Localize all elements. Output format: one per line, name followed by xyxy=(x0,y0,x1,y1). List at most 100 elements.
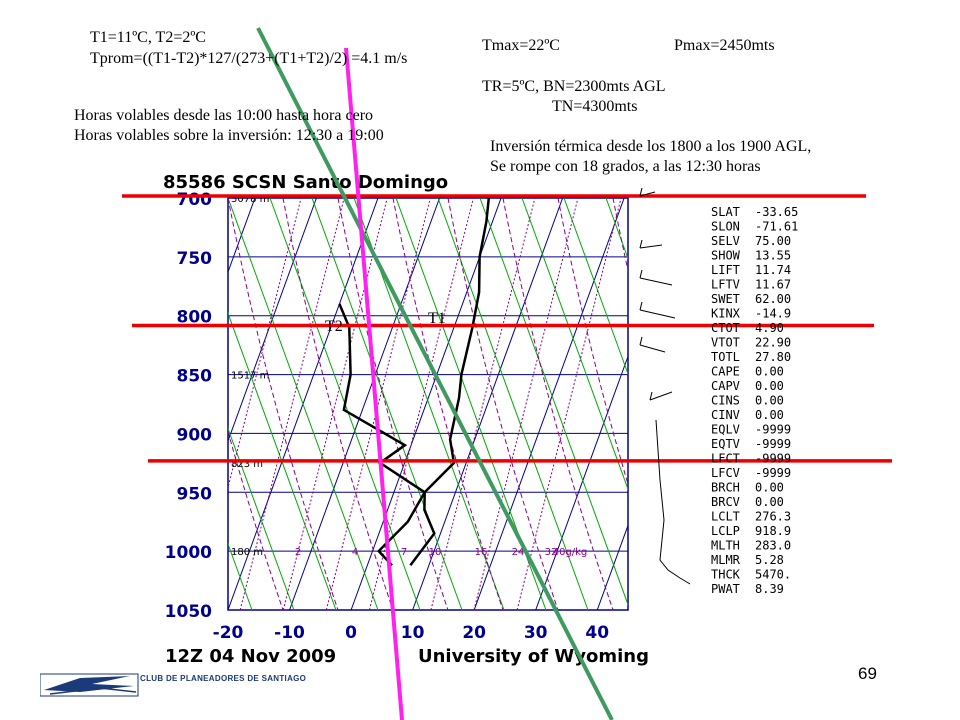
x-tick-label: 10 xyxy=(401,623,425,643)
wind-barb-icon xyxy=(639,336,643,346)
index-name: LFTV xyxy=(711,278,740,292)
moist-adiabat xyxy=(392,198,504,610)
index-name: VTOT xyxy=(711,336,740,350)
index-name: EQLV xyxy=(711,423,740,437)
moist-adiabat xyxy=(778,198,888,610)
x-tick-label: -20 xyxy=(213,623,244,643)
isotherm-gridline xyxy=(596,524,628,610)
mixing-ratio-line xyxy=(473,198,579,610)
index-value: -14.9 xyxy=(755,307,791,321)
index-value: 11.67 xyxy=(755,278,791,292)
green-t1-line xyxy=(256,27,614,720)
y-tick-label: 1000 xyxy=(165,543,212,563)
index-value: 13.55 xyxy=(755,249,791,263)
moist-adiabat xyxy=(447,198,559,610)
index-name: BRCH xyxy=(711,481,740,495)
wind-barb-icon xyxy=(639,269,643,279)
index-value: 283.0 xyxy=(755,539,791,553)
mixing-ratio-label: 4 xyxy=(352,547,358,558)
t1-t2-note: T1=11ºC, T2=2ºC xyxy=(90,29,206,46)
moist-adiabat xyxy=(557,198,628,486)
y-tick-label: 900 xyxy=(177,425,213,445)
isotherm-gridline xyxy=(228,198,256,274)
index-name: LCLT xyxy=(711,510,740,524)
dry-adiabat xyxy=(563,198,628,376)
index-name: LIFT xyxy=(711,263,740,277)
x-tick-label: 40 xyxy=(585,623,609,643)
x-tick-label: 20 xyxy=(462,623,486,643)
horas-note-2: Horas volables sobre la inversión: 12:30… xyxy=(74,127,384,144)
height-label: 1517 m xyxy=(231,371,269,382)
dry-adiabat xyxy=(311,198,463,610)
isotherm-gridline xyxy=(350,198,502,610)
index-name: LFCV xyxy=(711,466,740,480)
index-name: MLTH xyxy=(711,539,740,553)
isotherm-gridline xyxy=(228,198,317,443)
club-name: CLUB DE PLANEADORES DE SANTIAGO xyxy=(140,674,307,683)
tmax-note: Tmax=22ºC xyxy=(482,37,560,54)
mixing-ratio-line xyxy=(239,198,345,610)
index-name: MLMR xyxy=(711,553,741,567)
mixing-ratio-line xyxy=(430,198,536,610)
index-value: 5470. xyxy=(755,568,791,582)
chart-source: University of Wyoming xyxy=(418,646,649,667)
index-value: -9999 xyxy=(755,466,791,480)
dry-adiabat xyxy=(0,198,126,610)
index-name: CTOT xyxy=(711,321,740,335)
isotherm-gridline xyxy=(473,198,625,610)
mixing-ratio-label: 32 xyxy=(545,547,558,558)
index-name: LCLP xyxy=(711,524,740,538)
x-tick-label: -10 xyxy=(274,623,305,643)
dry-adiabat xyxy=(228,427,295,610)
index-value: 0.00 xyxy=(755,379,784,393)
moist-adiabat xyxy=(612,198,628,273)
wind-barb-icon xyxy=(639,301,643,311)
y-tick-label: 700 xyxy=(177,190,213,210)
index-value: 62.00 xyxy=(755,292,791,306)
dry-adiabat xyxy=(774,198,924,610)
dry-adiabat xyxy=(0,198,84,610)
index-value: 75.00 xyxy=(755,234,791,248)
isotherm-gridline xyxy=(0,198,9,610)
mixing-ratio-line xyxy=(368,198,474,610)
plot-area xyxy=(0,198,924,610)
index-name: KINX xyxy=(711,307,741,321)
pmax-note: Pmax=2450mts xyxy=(674,37,775,54)
curve-label-t2: T2 xyxy=(325,318,343,335)
dewpoint-profile xyxy=(338,303,427,567)
mixing-ratio-line xyxy=(282,198,388,610)
x-tick-label: 30 xyxy=(524,623,548,643)
moist-adiabat xyxy=(228,198,339,610)
index-name: SLON xyxy=(711,220,740,234)
index-name: THCK xyxy=(711,568,741,582)
index-name: SLAT xyxy=(711,205,740,219)
index-value: 0.00 xyxy=(755,408,784,422)
x-tick-label: 0 xyxy=(345,623,357,643)
index-name: CAPV xyxy=(711,379,740,393)
mixing-ratio-label: 16 xyxy=(475,547,488,558)
dry-adiabat xyxy=(18,198,168,610)
isotherm-gridline xyxy=(412,198,564,610)
dry-adiabat xyxy=(437,198,589,610)
mixing-ratio-label: 7 xyxy=(401,547,407,558)
dry-adiabat xyxy=(0,198,42,610)
index-value: -9999 xyxy=(755,452,791,466)
mixing-ratio-label: 24 xyxy=(512,547,525,558)
isotherm-gridline xyxy=(535,355,628,610)
index-name: CINS xyxy=(711,394,740,408)
index-value: 8.39 xyxy=(755,582,784,596)
dry-adiabat xyxy=(228,198,379,610)
index-name: CAPE xyxy=(711,365,740,379)
isotherm-gridline xyxy=(0,198,70,610)
mixing-ratio-line xyxy=(228,198,302,490)
chart-title: 85586 SCSN Santo Domingo xyxy=(163,172,448,193)
curve-label-t1: T1 xyxy=(428,310,446,327)
horas-note-1: Horas volables desde las 10:00 hasta hor… xyxy=(74,107,374,124)
mixing-ratio-label: 2 xyxy=(295,547,301,558)
index-value: 918.9 xyxy=(755,524,791,538)
y-tick-label: 750 xyxy=(177,249,213,269)
wind-barb-icon xyxy=(649,391,673,401)
isotherm-gridline xyxy=(0,198,132,610)
dry-adiabat xyxy=(228,311,337,610)
